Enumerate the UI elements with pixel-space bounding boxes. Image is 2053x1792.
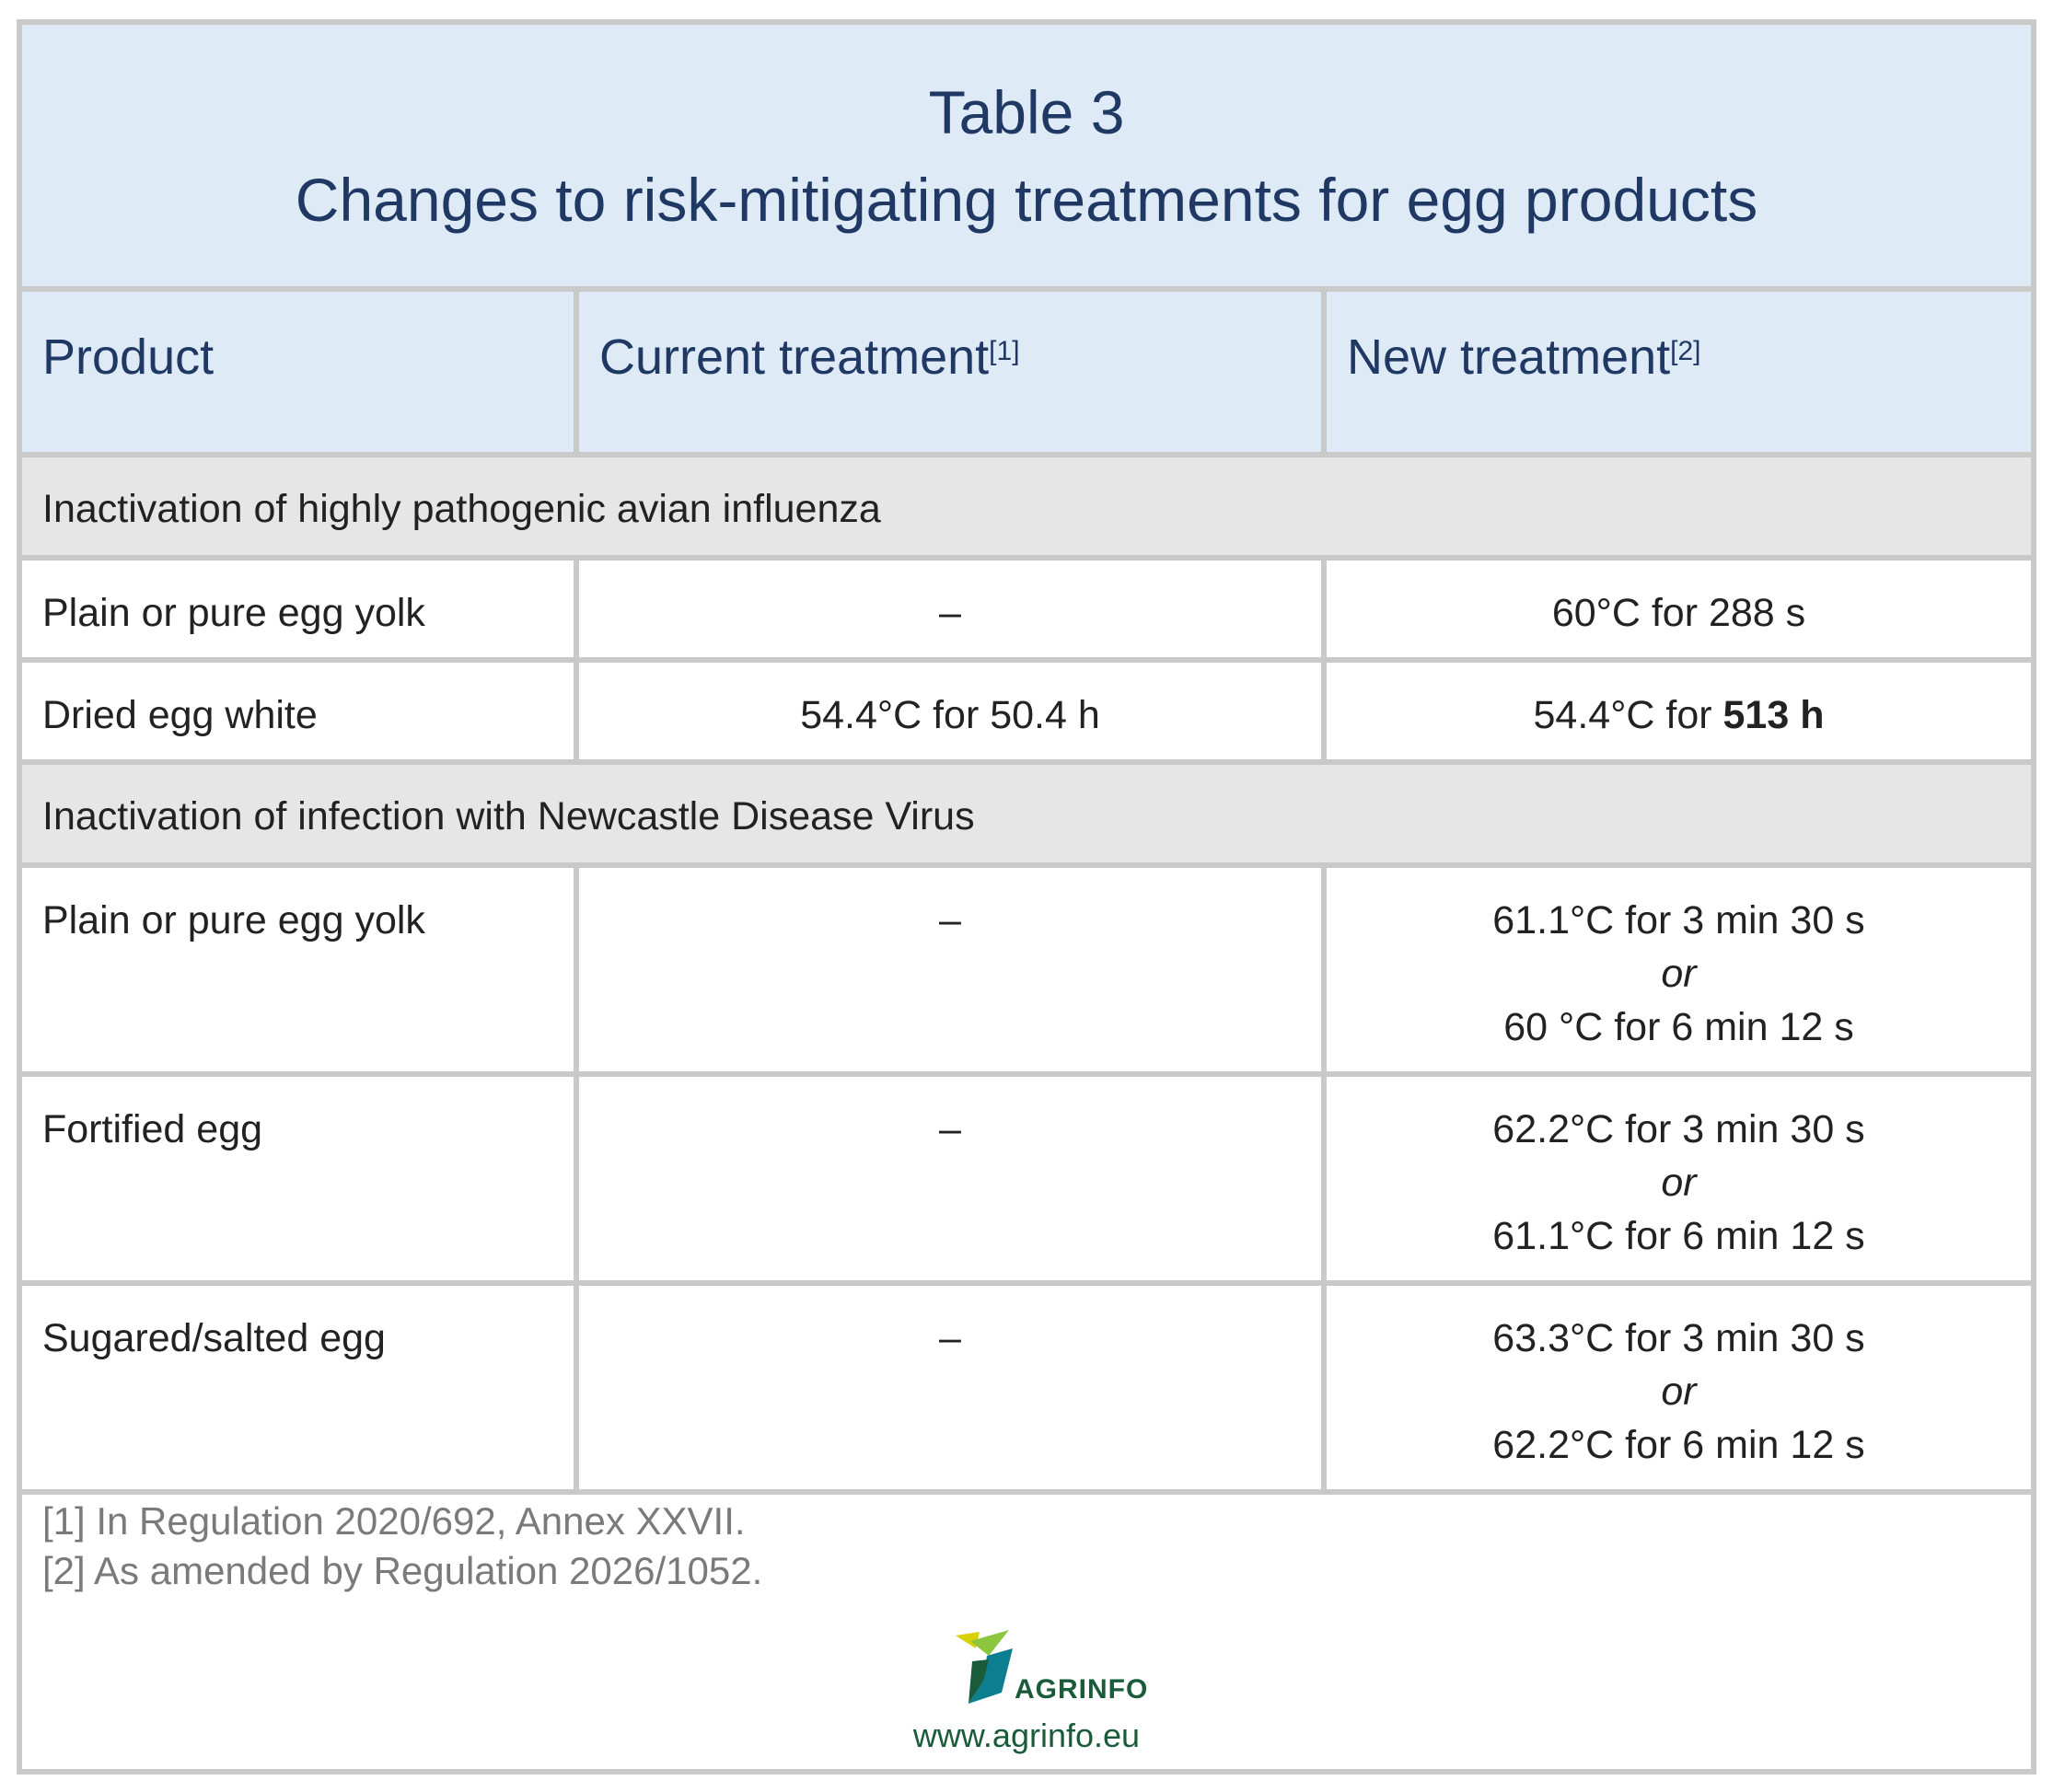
product-cell: Dried egg white [22, 663, 579, 759]
product-name: Sugared/salted egg [42, 1316, 386, 1360]
table-number: Table 3 [928, 78, 1125, 146]
product-cell: Plain or pure egg yolk [22, 561, 579, 657]
table-title: Changes to risk-mitigating treatments fo… [295, 166, 1758, 234]
table-row: Sugared/salted egg – 63.3°C for 3 min 30… [22, 1286, 2031, 1495]
or-separator: or [1661, 1370, 1697, 1414]
new-value-option-b: 60 °C for 6 min 12 s [1503, 1005, 1854, 1049]
header-current-label: Current treatment [599, 329, 990, 385]
new-cell: 61.1°C for 3 min 30 s or 60 °C for 6 min… [1327, 868, 2031, 1071]
header-row: Product Current treatment[1] New treatme… [22, 292, 2031, 457]
section-row: Inactivation of highly pathogenic avian … [22, 457, 2031, 561]
site-url[interactable]: www.agrinfo.eu [912, 1717, 1141, 1754]
current-value: – [939, 1316, 961, 1360]
current-cell: – [579, 1286, 1327, 1489]
header-cell-product: Product [22, 292, 579, 452]
new-value-option-b: 62.2°C for 6 min 12 s [1492, 1423, 1865, 1467]
new-cell: 63.3°C for 3 min 30 s or 62.2°C for 6 mi… [1327, 1286, 2031, 1489]
product-cell: Fortified egg [22, 1077, 579, 1280]
product-name: Fortified egg [42, 1107, 263, 1151]
product-cell: Plain or pure egg yolk [22, 868, 579, 1071]
new-value: 54.4°C for 513 h [1327, 688, 2031, 742]
or-separator: or [1661, 1161, 1697, 1205]
section-label: Inactivation of infection with Newcastle… [42, 794, 975, 838]
new-cell: 54.4°C for 513 h [1327, 663, 2031, 759]
new-value-option-b: 61.1°C for 6 min 12 s [1492, 1214, 1865, 1258]
current-value: – [939, 1107, 961, 1151]
footnote-ref-1: [1] [989, 336, 1020, 366]
product-cell: Sugared/salted egg [22, 1286, 579, 1489]
new-cell: 60°C for 288 s [1327, 561, 2031, 657]
current-cell: – [579, 1077, 1327, 1280]
or-separator: or [1661, 952, 1697, 996]
new-cell: 62.2°C for 3 min 30 s or 61.1°C for 6 mi… [1327, 1077, 2031, 1280]
agrinfo-logo-icon [956, 1630, 1013, 1704]
footnote-1: [1] In Regulation 2020/692, Annex XXVII. [42, 1499, 746, 1543]
product-name: Plain or pure egg yolk [42, 591, 425, 635]
new-value: 60°C for 288 s [1551, 591, 1806, 635]
current-value: – [939, 591, 961, 635]
current-value: – [939, 898, 961, 942]
section-label: Inactivation of highly pathogenic avian … [42, 487, 881, 531]
section-row: Inactivation of infection with Newcastle… [22, 765, 2031, 868]
product-name: Dried egg white [42, 693, 318, 737]
current-value: 54.4°C for 50.4 h [800, 693, 1100, 737]
new-value-option-a: 62.2°C for 3 min 30 s [1492, 1107, 1865, 1151]
product-name: Plain or pure egg yolk [42, 898, 425, 942]
new-value-option-a: 63.3°C for 3 min 30 s [1492, 1316, 1865, 1360]
agrinfo-logo: AGRINFO [934, 1628, 1147, 1711]
header-cell-current: Current treatment[1] [579, 292, 1327, 452]
current-cell: 54.4°C for 50.4 h [579, 663, 1327, 759]
current-cell: – [579, 868, 1327, 1071]
new-value-option-a: 61.1°C for 3 min 30 s [1492, 898, 1865, 942]
current-cell: – [579, 561, 1327, 657]
title-band: Table 3 Changes to risk-mitigating treat… [22, 25, 2031, 292]
footnote-ref-2: [2] [1670, 336, 1701, 366]
logo-wordmark: AGRINFO [1015, 1674, 1149, 1705]
header-new-label: New treatment [1347, 329, 1671, 385]
table-row: Plain or pure egg yolk – 60°C for 288 s [22, 561, 2031, 663]
table-row: Fortified egg – 62.2°C for 3 min 30 s or… [22, 1077, 2031, 1286]
table-row: Dried egg white 54.4°C for 50.4 h 54.4°C… [22, 663, 2031, 765]
header-new: New treatment[2] [1347, 327, 1701, 387]
new-value-highlight: 513 h [1722, 693, 1825, 737]
header-current: Current treatment[1] [599, 327, 1020, 387]
footnote-2: [2] As amended by Regulation 2026/1052. [42, 1549, 763, 1592]
header-cell-new: New treatment[2] [1327, 292, 2031, 452]
table-frame: Table 3 Changes to risk-mitigating treat… [17, 19, 2036, 1775]
new-value-prefix: 54.4°C for [1533, 693, 1723, 737]
header-product: Product [42, 329, 215, 385]
table-row: Plain or pure egg yolk – 61.1°C for 3 mi… [22, 868, 2031, 1077]
